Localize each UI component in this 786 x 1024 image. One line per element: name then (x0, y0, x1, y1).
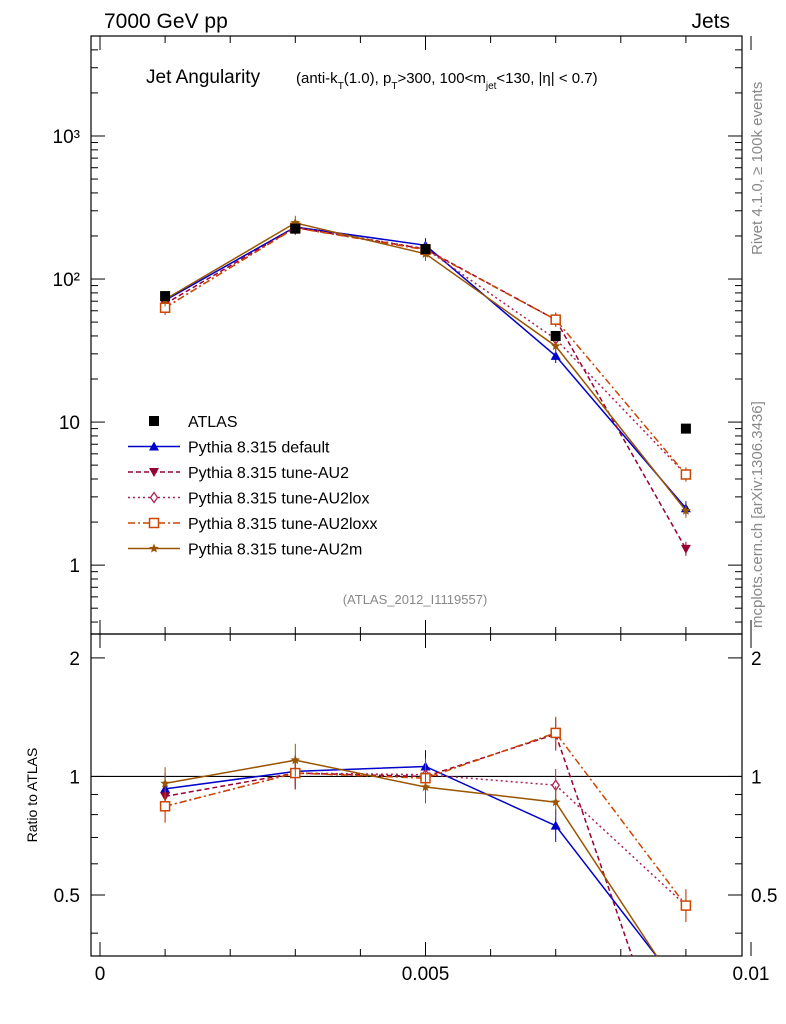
legend-marker-3 (148, 517, 160, 529)
legend: ATLAS Pythia 8.315 default Pythia 8.315 tu… (128, 414, 377, 559)
rivet-label: Rivet 4.1.0, ≥ 100k events (749, 82, 766, 255)
ratio-point (550, 820, 561, 830)
legend-label-0: Pythia 8.315 default (188, 440, 330, 457)
legend-label-1: Pythia 8.315 tune-AU2 (188, 465, 349, 482)
ratio-y-tick-label: 1 (751, 767, 762, 788)
atlas-data-point (680, 423, 691, 434)
ratio-point (680, 900, 692, 911)
series-ratio (159, 716, 692, 957)
ratio-y-tick-label: 2 (751, 649, 762, 670)
y-tick-label: 1 (69, 556, 80, 577)
ratio-point (160, 778, 170, 788)
ratio-line-0 (165, 765, 657, 957)
atlas-data-point (160, 291, 171, 302)
legend-marker-2 (149, 491, 159, 504)
series-main (159, 215, 692, 556)
ratio-ylabel: Ratio to ATLAS (24, 748, 40, 843)
legend-marker-0 (149, 441, 159, 451)
y-tick-label: 10² (53, 270, 80, 291)
legend-marker-atlas (149, 416, 159, 426)
atlas-data-point (420, 244, 431, 255)
legend-label-4: Pythia 8.315 tune-AU2m (188, 542, 362, 559)
mcplots-label: mcplots.cern.ch [arXiv:1306.3436] (749, 401, 766, 628)
ratio-point (290, 755, 301, 765)
energy-label: 7000 GeV pp (104, 10, 228, 33)
ratio-point (159, 801, 171, 812)
data-point (550, 314, 561, 325)
legend-marker-1 (149, 468, 159, 477)
series-line-2 (164, 226, 687, 476)
category-label: Jets (691, 10, 730, 33)
data-point (550, 350, 561, 360)
ratio-y-tick-label: 2 (69, 649, 80, 670)
x-tick-label: 0.01 (733, 964, 770, 985)
data-point (550, 341, 561, 351)
ratio-point (420, 782, 431, 792)
y-tick-label: 10³ (53, 127, 80, 148)
data-point (680, 469, 692, 480)
ratio-line-4 (164, 759, 658, 957)
ratio-point (550, 797, 561, 807)
axes: 0 0.005 0.01 1 10 10² 10³ 0.5 0.5 1 1 2 2 (53, 35, 777, 985)
legend-label-2: Pythia 8.315 tune-AU2lox (188, 491, 369, 508)
legend-marker-4 (149, 543, 159, 553)
chart-title: Jet Angularity (146, 67, 261, 88)
data-point (681, 505, 691, 515)
y-tick-label: 10 (59, 413, 80, 434)
data-point (290, 217, 301, 227)
ratio-line-1 (164, 733, 633, 957)
ratio-y-tick-label: 1 (69, 767, 80, 788)
legend-label-3: Pythia 8.315 tune-AU2loxx (188, 516, 377, 533)
chart-subtitle: (anti-kT(1.0), pT>300, 100<mjet<130, |η|… (296, 70, 598, 92)
analysis-label: (ATLAS_2012_I1119557) (343, 592, 488, 607)
ratio-y-tick-label: 0.5 (54, 886, 80, 907)
ratio-plot-frame (90, 633, 743, 957)
ratio-point (550, 727, 561, 739)
x-tick-label: 0 (95, 964, 106, 985)
x-tick-label: 0.005 (402, 964, 450, 985)
atlas-data-point (290, 223, 301, 234)
series-line-3 (164, 227, 687, 475)
ratio-y-tick-label: 0.5 (751, 886, 777, 907)
atlas-data-point (550, 330, 561, 341)
legend-label-atlas: ATLAS (188, 414, 238, 431)
data-point (680, 544, 691, 554)
